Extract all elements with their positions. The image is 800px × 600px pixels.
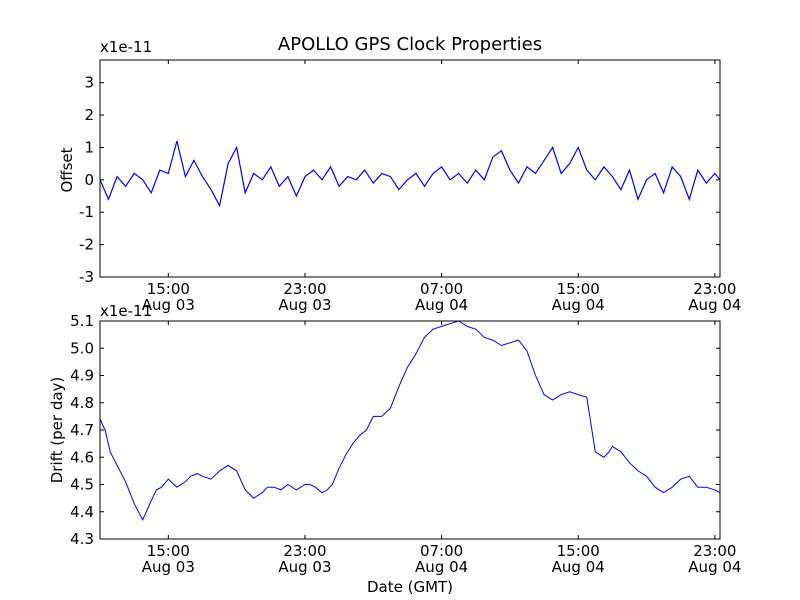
drift-x-tick-time: 23:00 (693, 542, 736, 560)
offset-series-line (100, 140, 720, 208)
drift-x-tick-date: Aug 04 (552, 558, 605, 576)
offset-y-tick-label: -3 (79, 268, 94, 286)
drift-y-tick-label: 4.8 (70, 394, 94, 412)
offset-scale-label: x1e-11 (100, 38, 152, 56)
drift-x-tick-time: 23:00 (283, 542, 326, 560)
offset-x-tick-time: 15:00 (557, 280, 600, 298)
drift-plot-frame (99, 320, 721, 540)
offset-y-tick-label: 2 (84, 106, 94, 124)
offset-y-tick-label: 3 (84, 74, 94, 92)
drift-x-tick-time: 07:00 (420, 542, 463, 560)
offset-y-tick-label: 0 (84, 171, 94, 189)
drift-y-tick-label: 5.0 (70, 339, 94, 357)
offset-x-tick-date: Aug 04 (552, 296, 605, 314)
chart-title: APOLLO GPS Clock Properties (278, 34, 542, 55)
drift-y-tick-label: 4.5 (70, 476, 94, 494)
drift-y-tick-label: 4.9 (70, 367, 94, 385)
offset-plot-frame (99, 59, 721, 278)
x-axis-label: Date (GMT) (367, 578, 453, 596)
drift-panel: x1e-11 4.34.44.54.64.74.84.95.05.115:00A… (48, 302, 741, 596)
drift-scale-label: x1e-11 (100, 302, 152, 320)
offset-y-tick-label: -2 (79, 236, 94, 254)
drift-y-tick-label: 4.3 (70, 530, 94, 548)
drift-series-line (100, 321, 720, 522)
offset-x-tick-time: 07:00 (420, 280, 463, 298)
drift-x-tick-date: Aug 03 (142, 558, 195, 576)
offset-x-tick-time: 23:00 (693, 280, 736, 298)
offset-x-tick-date: Aug 03 (278, 296, 331, 314)
offset-x-tick-time: 23:00 (283, 280, 326, 298)
drift-x-tick-date: Aug 04 (688, 558, 741, 576)
drift-x-tick-date: Aug 04 (415, 558, 468, 576)
offset-y-axis-label: Offset (58, 147, 76, 192)
drift-y-tick-label: 4.6 (70, 448, 94, 466)
drift-x-tick-time: 15:00 (147, 542, 190, 560)
offset-x-tick-date: Aug 04 (415, 296, 468, 314)
drift-x-tick-time: 15:00 (557, 542, 600, 560)
offset-x-tick-date: Aug 04 (688, 296, 741, 314)
offset-y-tick-label: 1 (84, 138, 94, 156)
drift-y-axis-label: Drift (per day) (48, 377, 66, 484)
drift-x-tick-date: Aug 03 (278, 558, 331, 576)
offset-x-tick-date: Aug 03 (142, 296, 195, 314)
drift-y-tick-label: 5.1 (70, 312, 94, 330)
drift-y-tick-label: 4.7 (70, 421, 94, 439)
offset-y-tick-label: -1 (79, 203, 94, 221)
drift-y-tick-label: 4.4 (70, 503, 94, 521)
offset-x-tick-time: 15:00 (147, 280, 190, 298)
